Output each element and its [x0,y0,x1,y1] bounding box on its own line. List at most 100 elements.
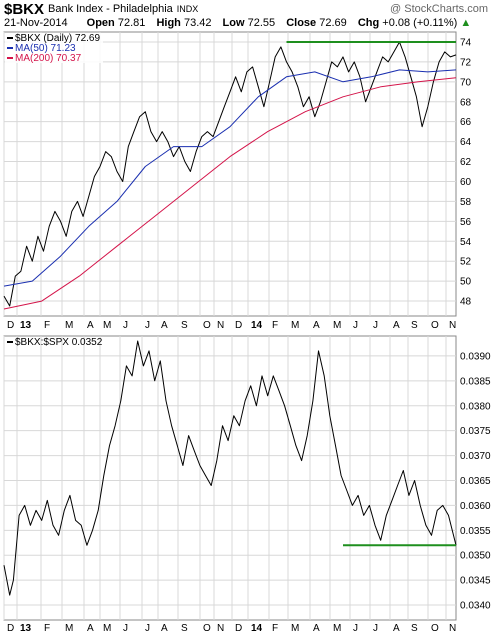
x-tick-label: M [333,623,341,632]
y-tick-label: 0.0350 [460,551,491,562]
date: 21-Nov-2014 [4,17,68,29]
y-tick-label: 0.0370 [460,451,491,462]
x-tick-label: J [373,623,378,632]
x-tick-label: A [161,320,168,331]
x-tick-label: J [373,320,378,331]
x-tick-label: J [145,320,150,331]
y-tick-label: 0.0385 [460,376,491,387]
y-tick-label: 0.0340 [460,601,491,612]
x-tick-label: J [123,320,128,331]
open-value: 72.81 [117,17,146,29]
y-tick-label: 68 [460,97,472,108]
legend-item: $BKX:$SPX 0.0352 [15,337,103,348]
x-tick-label: M [291,623,299,632]
series-line-ma-50- [3,69,457,287]
chg-label: Chg [357,17,380,29]
y-tick-label: 64 [460,137,472,148]
x-tick-label: S [411,320,418,331]
x-tick-label: J [123,623,128,632]
high-value: 73.42 [183,17,212,29]
x-tick-label: D [235,320,242,331]
y-tick-label: 0.0345 [460,576,491,587]
ohlc-line: 21-Nov-2014 Open 72.81 High 73.42 Low 72… [4,17,471,29]
open-label: Open [86,17,115,29]
x-tick-label: A [393,623,400,632]
series-line--bkx-daily- [3,41,457,307]
x-tick-label: S [181,320,188,331]
x-tick-label: A [313,320,320,331]
watermark: @ StockCharts.com [390,3,488,15]
y-tick-label: 56 [460,217,472,228]
x-tick-label: F [44,320,50,331]
y-tick-label: 66 [460,117,472,128]
x-tick-label: J [145,623,150,632]
x-tick-label: M [291,320,299,331]
y-tick-label: 50 [460,277,472,288]
x-tick-label: F [272,320,278,331]
x-tick-label: 13 [20,623,32,632]
x-tick-label: F [272,623,278,632]
y-tick-label: 0.0380 [460,401,491,412]
x-tick-label: J [353,320,358,331]
high-label: High [156,17,181,29]
y-tick-label: 62 [460,157,472,168]
y-tick-label: 0.0375 [460,426,491,437]
close-value: 72.69 [319,17,347,29]
x-tick-label: M [103,320,111,331]
x-tick-label: A [313,623,320,632]
x-tick-label: S [181,623,188,632]
series-line--bkx-spx [3,340,457,596]
y-tick-label: 0.0365 [460,476,491,487]
x-tick-label: N [449,320,456,331]
panel-1-frame [3,335,457,621]
x-tick-label: J [353,623,358,632]
y-tick-label: 72 [460,57,472,68]
exchange: INDX [176,4,199,14]
x-tick-label: 13 [20,320,32,331]
y-tick-label: 54 [460,237,472,248]
x-tick-label: O [203,623,211,632]
x-tick-label: D [7,623,14,632]
up-arrow-icon: ▲ [460,17,472,29]
y-tick-label: 58 [460,197,472,208]
y-tick-label: 48 [460,297,472,308]
x-tick-label: O [431,320,439,331]
x-tick-label: M [333,320,341,331]
x-tick-label: F [44,623,50,632]
x-tick-label: N [217,623,224,632]
y-tick-label: 0.0360 [460,501,491,512]
close-label: Close [286,17,317,29]
x-tick-label: A [87,320,94,331]
x-tick-label: A [393,320,400,331]
x-tick-label: N [217,320,224,331]
y-tick-label: 74 [460,37,472,48]
legend-item: MA(200) 70.37 [15,53,82,64]
chart-header: $BKX Bank Index - Philadelphia INDX @ Sto… [0,0,494,32]
legend-box [5,33,103,63]
x-tick-label: D [235,623,242,632]
x-tick-label: 14 [251,320,263,331]
x-tick-label: O [203,320,211,331]
description-text: Bank Index - Philadelphia [48,3,173,15]
x-tick-label: N [449,623,456,632]
y-tick-label: 0.0355 [460,526,491,537]
description: Bank Index - Philadelphia INDX [48,3,198,15]
low-value: 72.55 [247,17,276,29]
legend-item: MA(50) 71.23 [15,43,76,54]
symbol: $BKX [4,1,45,18]
x-tick-label: A [161,623,168,632]
low-label: Low [222,17,245,29]
x-tick-label: M [103,623,111,632]
y-tick-label: 0.0390 [460,351,491,362]
y-tick-label: 52 [460,257,472,268]
legend-item: $BKX (Daily) 72.69 [15,33,100,44]
y-tick-label: 60 [460,177,472,188]
x-tick-label: O [431,623,439,632]
x-tick-label: M [65,320,73,331]
chg-value: +0.08 (+0.11%) [382,17,458,29]
panel-0-frame [3,31,457,317]
series-line-ma-200- [3,77,457,310]
x-tick-label: S [411,623,418,632]
x-tick-label: D [7,320,14,331]
